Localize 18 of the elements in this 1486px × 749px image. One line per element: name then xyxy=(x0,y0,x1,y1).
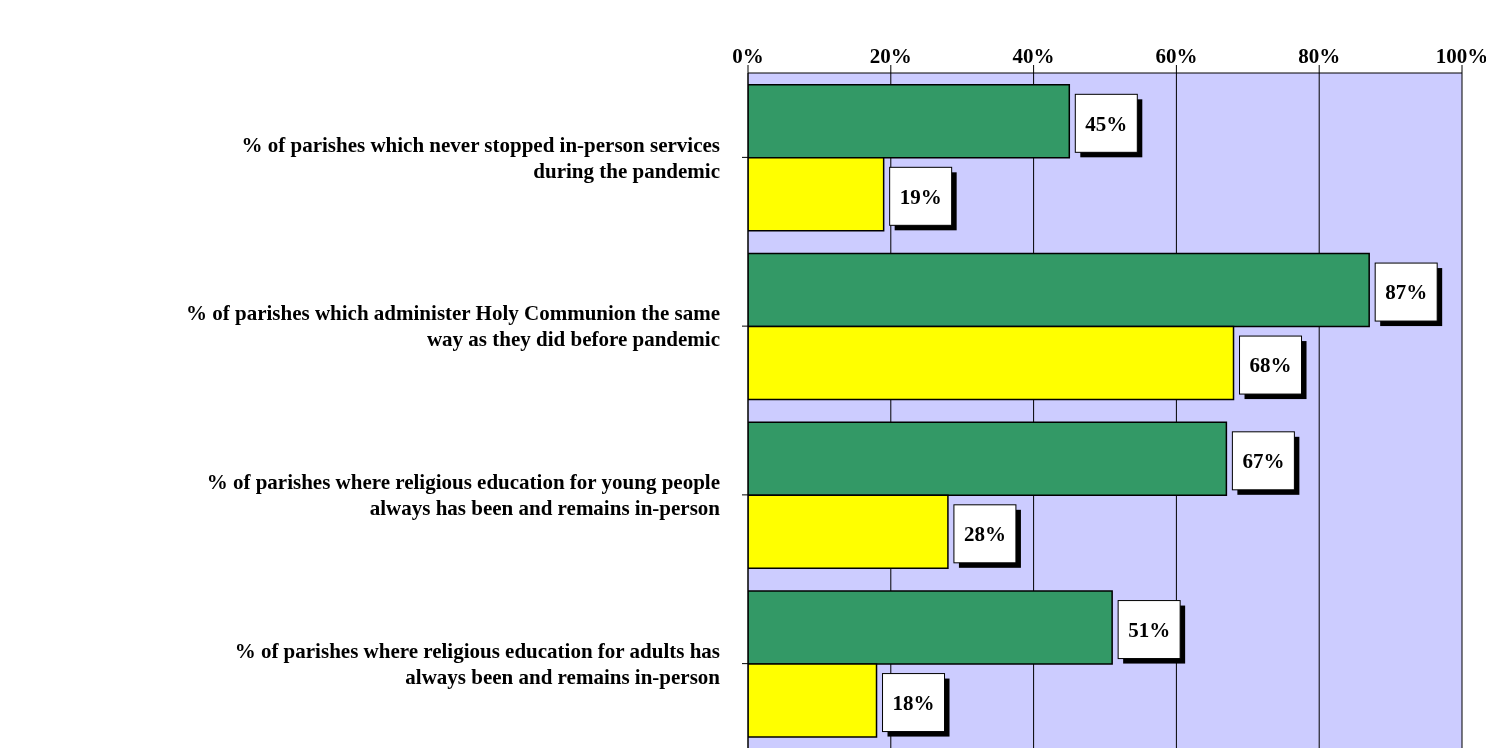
data-label: 19% xyxy=(899,184,942,209)
x-tick-label: 20% xyxy=(869,44,912,68)
data-label: 45% xyxy=(1085,111,1128,136)
x-tick-label: 40% xyxy=(1012,44,1055,68)
data-label: 87% xyxy=(1385,280,1428,305)
y-tick-label: % of parishes where religious education for adults has always been and remains in-person xyxy=(234,638,721,689)
data-label: 51% xyxy=(1128,617,1171,642)
x-tick-label: 100% xyxy=(1435,44,1486,68)
y-tick-label: % of parishes where religious education for young people always has been and remains in-person xyxy=(206,470,721,521)
x-tick-label: 80% xyxy=(1298,44,1341,68)
data-label: 68% xyxy=(1249,353,1292,378)
y-tick-label: % of parishes which never stopped in-person services during the pandemic xyxy=(241,132,720,183)
y-tick-label: % of parishes which administer Holy Communion the same way as they did before pandemic xyxy=(186,301,720,352)
data-label: 28% xyxy=(963,522,1006,547)
x-tick-label: 0% xyxy=(732,44,764,68)
data-label: 18% xyxy=(892,690,935,715)
x-tick-label: 60% xyxy=(1155,44,1198,68)
data-label: 67% xyxy=(1242,449,1285,474)
